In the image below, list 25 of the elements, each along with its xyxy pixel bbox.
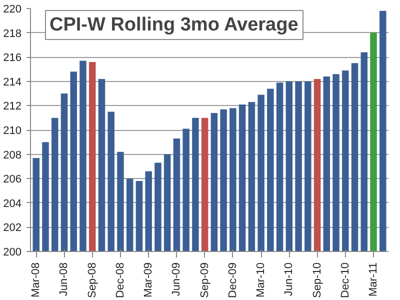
y-tick-label: 210 — [3, 125, 22, 137]
y-tick-label: 202 — [3, 222, 22, 234]
y-tick-label: 206 — [3, 174, 22, 186]
x-tick-label: Dec-08 — [114, 262, 126, 298]
x-tick-label: Sep-10 — [311, 262, 324, 298]
y-tick-label: 204 — [3, 198, 22, 210]
y-tick-label: 218 — [3, 28, 22, 40]
x-tick-label: Jun-09 — [170, 262, 183, 296]
y-tick-label: 208 — [3, 149, 22, 162]
chart-title: CPI-W Rolling 3mo Average — [50, 14, 298, 36]
y-tick-label: 220 — [3, 4, 22, 16]
x-tick-label: Sep-09 — [198, 262, 211, 298]
y-tick-label: 216 — [3, 52, 22, 64]
y-tick-label: 200 — [3, 246, 22, 258]
x-tick-label: Dec-10 — [339, 262, 352, 298]
x-tick-label: Sep-08 — [86, 262, 98, 298]
x-tick-label: Dec-09 — [226, 262, 239, 298]
y-tick-label: 212 — [3, 100, 22, 113]
x-tick-label: Mar-10 — [255, 262, 268, 298]
x-tick-label: Jun-08 — [58, 262, 70, 296]
x-tick-label: Mar-11 — [368, 262, 380, 297]
x-tick-label: Mar-08 — [30, 262, 42, 298]
x-tick-label: Mar-09 — [142, 262, 155, 298]
y-tick-label: 214 — [3, 76, 22, 88]
x-tick-label: Jun-10 — [283, 262, 296, 296]
